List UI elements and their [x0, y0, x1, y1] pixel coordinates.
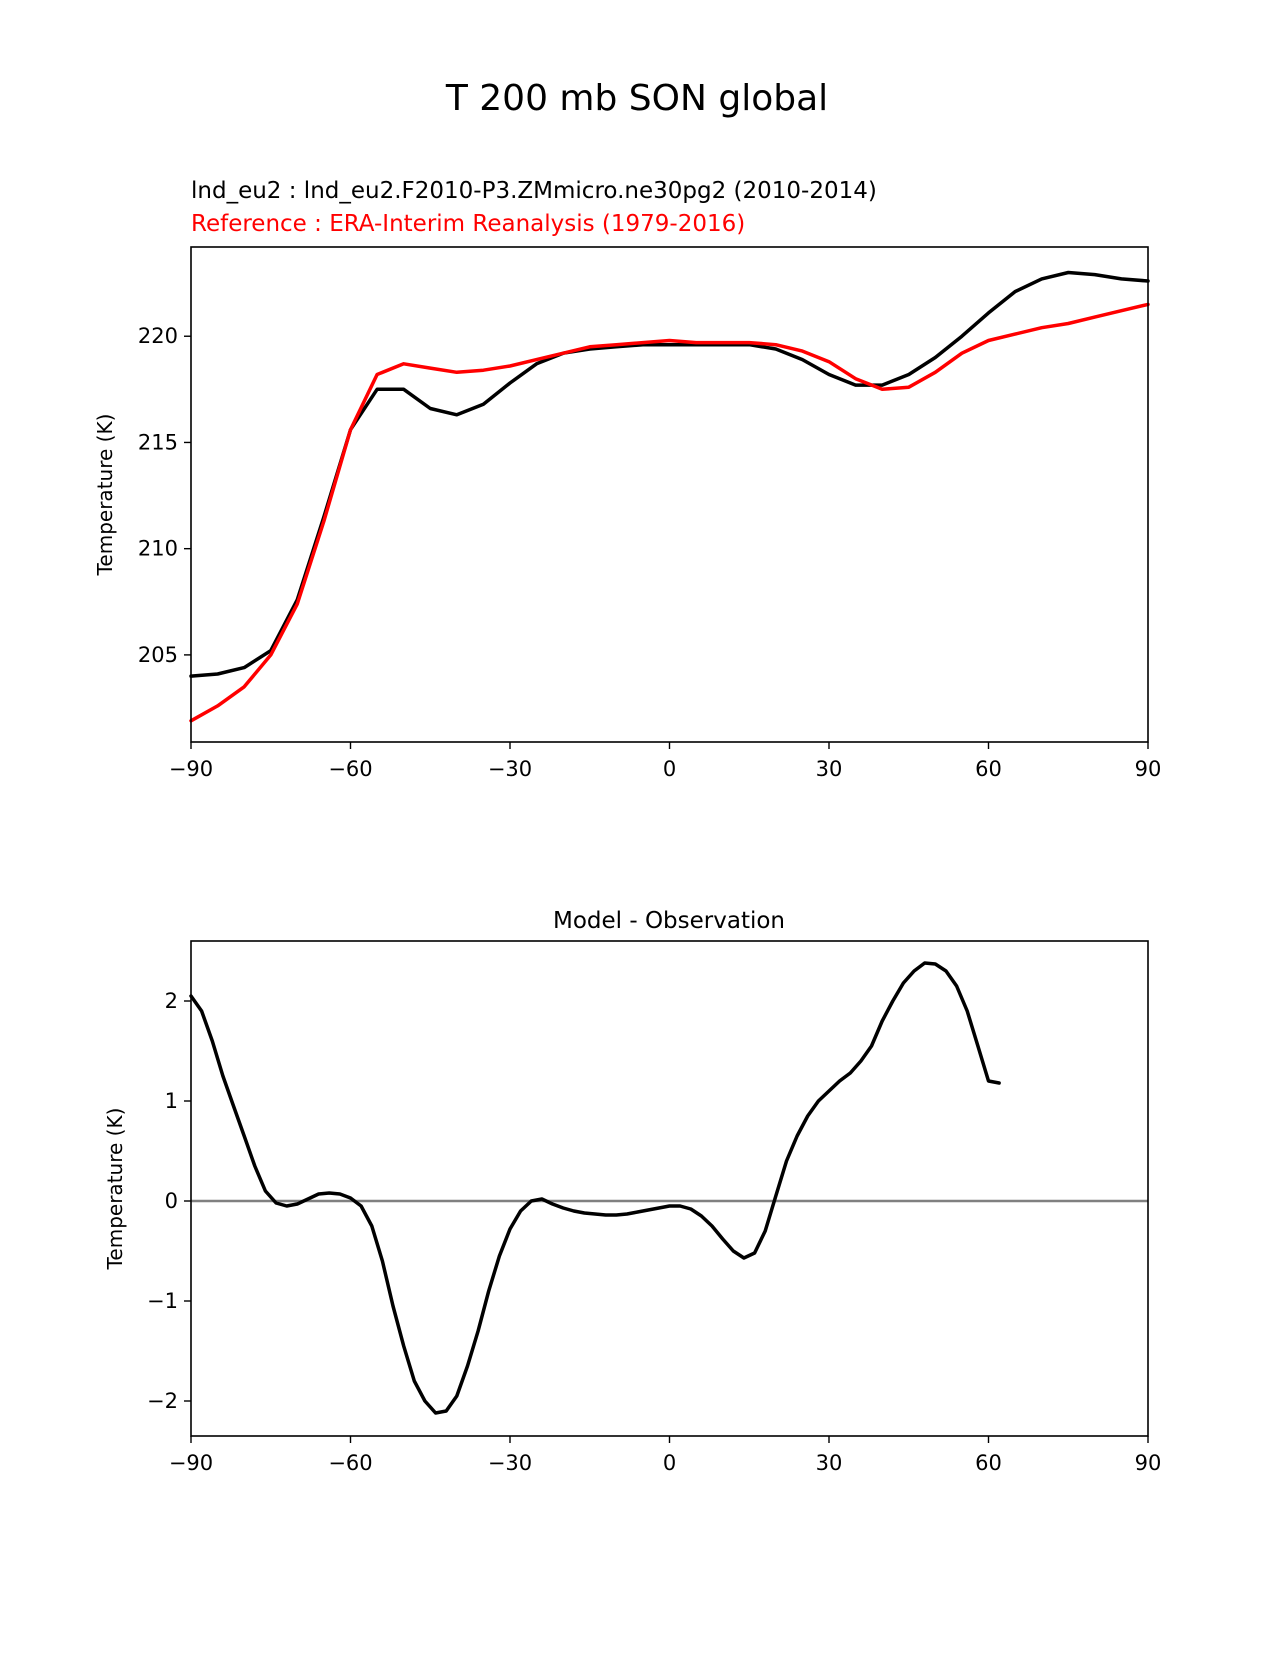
- y-axis-label: Temperature (K): [93, 414, 117, 577]
- x-tick-label: 0: [663, 757, 676, 781]
- x-tick-label: 30: [816, 757, 843, 781]
- y-tick-label: −1: [147, 1289, 178, 1313]
- x-tick-label: −30: [488, 757, 532, 781]
- y-tick-label: −2: [147, 1389, 178, 1413]
- x-tick-label: 60: [975, 1451, 1002, 1475]
- series-line-0: [189, 270, 1150, 678]
- reference-label: Reference : ERA-Interim Reanalysis (1979…: [191, 211, 745, 237]
- y-tick-label: 210: [138, 537, 178, 561]
- x-tick-label: 0: [663, 1451, 676, 1475]
- plot-frame: [190, 246, 1149, 743]
- x-tick-label: −60: [328, 1451, 372, 1475]
- y-tick-label: 0: [165, 1189, 178, 1213]
- y-tick-label: 2: [165, 989, 178, 1013]
- x-tick-label: 90: [1135, 1451, 1162, 1475]
- lower-panel-title: Model - Observation: [553, 908, 785, 934]
- y-tick-label: 220: [138, 324, 178, 348]
- x-tick-label: 30: [816, 1451, 843, 1475]
- y-tick-label: 1: [165, 1089, 178, 1113]
- y-axis-label: Temperature (K): [103, 1108, 127, 1271]
- y-tick-label: 215: [138, 430, 178, 454]
- figure-title: T 200 mb SON global: [445, 78, 828, 119]
- x-tick-label: −60: [328, 757, 372, 781]
- x-tick-label: −90: [169, 757, 213, 781]
- top-panel: −90 −60 −30 0 30 60 90 205 210 215 220 Temperature …: [93, 246, 1162, 781]
- x-tick-label: −30: [488, 1451, 532, 1475]
- plot-frame: [190, 940, 1149, 1437]
- x-tick-label: −90: [169, 1451, 213, 1475]
- series-line-0: [189, 961, 1001, 1415]
- x-tick-label: 60: [975, 757, 1002, 781]
- series-line-1: [189, 302, 1150, 723]
- x-tick-label: 90: [1135, 757, 1162, 781]
- y-tick-label: 205: [138, 643, 178, 667]
- test-label: lnd_eu2 : lnd_eu2.F2010-P3.ZMmicro.ne30p…: [191, 178, 877, 204]
- bottom-panel: −90 −60 −30 0 30 60 90 −2 −1 0 1 2 Temperature (K): [103, 940, 1162, 1475]
